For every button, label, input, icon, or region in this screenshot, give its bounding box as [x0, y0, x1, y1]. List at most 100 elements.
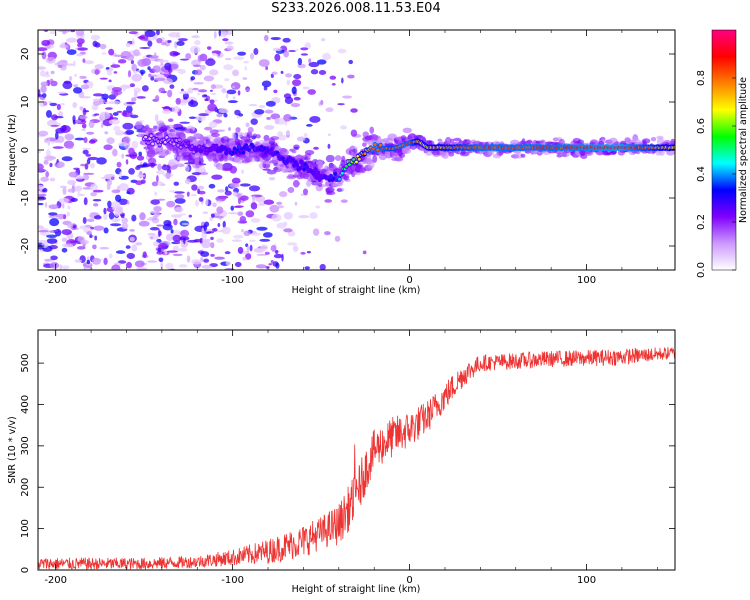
- spectrogram-noise-cell: [103, 207, 107, 215]
- spectrogram-noise-cell: [271, 71, 278, 75]
- spectrogram-noise-cell: [168, 118, 174, 123]
- spectrogram-noise-cell: [224, 41, 234, 45]
- spectrogram-noise-cell: [56, 161, 66, 168]
- spectrogram-noise-cell: [86, 131, 95, 135]
- spectrogram-noise-cell: [45, 171, 50, 178]
- snr-x-tick-label: -200: [44, 575, 67, 586]
- spectrogram-halo-cell: [184, 128, 193, 134]
- spectrogram-noise-cell: [214, 256, 225, 260]
- spectrogram-noise-cell: [111, 264, 121, 270]
- spectrogram-noise-cell: [125, 129, 135, 135]
- spectrogram-noise-cell: [264, 34, 269, 42]
- spectrogram-noise-cell: [74, 137, 85, 141]
- spectrogram-noise-cell: [174, 197, 186, 204]
- spectrogram-noise-cell: [43, 159, 49, 165]
- spectrogram-noise-cell: [275, 249, 279, 255]
- spectrogram-noise-cell: [273, 253, 283, 259]
- spectrogram-noise-cell: [120, 214, 125, 218]
- spectrogram-noise-cell: [101, 52, 107, 55]
- spectrogram-noise-cell: [200, 251, 210, 258]
- spectrogram-noise-cell: [266, 116, 271, 120]
- spectrogram-x-tick-label: -100: [221, 275, 244, 286]
- spectrogram-y-tick-label: 20: [20, 48, 31, 61]
- spectrogram-noise-cell: [126, 252, 136, 260]
- spectrogram-noise-cell: [144, 30, 156, 38]
- spectrogram-noise-cell: [175, 97, 181, 105]
- spectrogram-ridge-core: [176, 143, 180, 147]
- spectrogram-halo-cell: [234, 138, 241, 146]
- spectrogram-noise-cell: [308, 58, 312, 64]
- spectrogram-noise-cell: [74, 175, 85, 180]
- spectrogram-noise-cell: [86, 158, 91, 165]
- spectrogram-noise-cell: [215, 195, 226, 202]
- spectrogram-noise-cell: [94, 113, 100, 116]
- spectrogram-noise-cell: [60, 102, 65, 106]
- spectrogram-noise-cell: [203, 258, 210, 263]
- spectrogram-noise-cell: [141, 71, 144, 76]
- snr-background: [38, 330, 675, 570]
- spectrogram-noise-cell: [324, 231, 331, 236]
- spectrogram-noise-cell: [309, 212, 318, 219]
- spectrogram-noise-cell: [168, 32, 180, 38]
- spectrogram-noise-cell: [276, 201, 283, 205]
- spectrogram-noise-cell: [188, 116, 197, 119]
- spectrogram-noise-cell: [118, 183, 129, 191]
- spectrogram-ridge-core: [338, 177, 342, 181]
- spectrogram-noise-cell: [250, 118, 258, 125]
- spectrogram-noise-cell: [38, 169, 47, 172]
- spectrogram-halo-cell: [525, 140, 533, 144]
- spectrogram-noise-cell: [313, 146, 319, 150]
- spectrogram-noise-cell: [72, 87, 83, 94]
- spectrogram-halo-cell: [362, 142, 367, 147]
- spectrogram-halo-cell: [270, 136, 280, 141]
- spectrogram-noise-cell: [99, 77, 108, 80]
- spectrogram-noise-cell: [135, 242, 143, 246]
- spectrogram-noise-cell: [83, 136, 88, 144]
- spectrogram-noise-cell: [61, 247, 68, 253]
- spectrogram-noise-cell: [91, 257, 102, 265]
- spectrogram-noise-cell: [224, 251, 231, 255]
- spectrogram-noise-cell: [169, 84, 175, 89]
- spectrogram-noise-cell: [83, 60, 95, 65]
- spectrogram-noise-cell: [139, 212, 146, 221]
- spectrogram-halo-cell: [317, 183, 323, 187]
- spectrogram-noise-cell: [121, 222, 129, 230]
- spectrogram-noise-cell: [38, 130, 49, 137]
- spectrogram-noise-cell: [125, 159, 129, 165]
- spectrogram-halo-cell: [552, 137, 560, 142]
- spectrogram-noise-cell: [186, 255, 191, 263]
- spectrogram-noise-cell: [117, 141, 129, 147]
- spectrogram-noise-cell: [295, 48, 299, 52]
- spectrogram-noise-cell: [52, 146, 64, 149]
- spectrogram-noise-cell: [67, 188, 76, 193]
- spectrogram-halo-cell: [336, 188, 343, 192]
- spectrogram-noise-cell: [213, 31, 217, 39]
- spectrogram-noise-cell: [253, 48, 259, 55]
- spectrogram-noise-cell: [38, 240, 48, 243]
- spectrogram-noise-cell: [327, 133, 331, 137]
- spectrogram-noise-cell: [176, 163, 185, 168]
- spectrogram-noise-cell: [232, 234, 244, 239]
- spectrogram-noise-cell: [174, 191, 185, 194]
- spectrogram-noise-cell: [50, 119, 54, 123]
- spectrogram-noise-cell: [270, 36, 281, 41]
- spectrogram-noise-cell: [83, 197, 88, 206]
- spectrogram-noise-cell: [44, 202, 48, 208]
- spectrogram-noise-cell: [202, 211, 209, 215]
- spectrogram-noise-cell: [205, 198, 209, 206]
- spectrogram-noise-cell: [146, 260, 158, 263]
- spectrogram-noise-cell: [63, 140, 75, 149]
- spectrogram-noise-cell: [135, 121, 143, 130]
- spectrogram-noise-cell: [126, 191, 131, 195]
- spectrogram-noise-cell: [68, 75, 73, 82]
- spectrogram-noise-cell: [113, 125, 121, 132]
- spectrogram-noise-cell: [172, 234, 182, 243]
- spectrogram-noise-cell: [230, 82, 241, 90]
- spectrogram-noise-cell: [190, 99, 194, 105]
- spectrogram-noise-cell: [275, 205, 285, 209]
- spectrogram-noise-cell: [283, 50, 289, 58]
- spectrogram-noise-cell: [82, 149, 89, 155]
- spectrogram-noise-cell: [80, 96, 91, 99]
- spectrogram-noise-cell: [210, 242, 215, 249]
- spectrogram-noise-cell: [226, 45, 234, 51]
